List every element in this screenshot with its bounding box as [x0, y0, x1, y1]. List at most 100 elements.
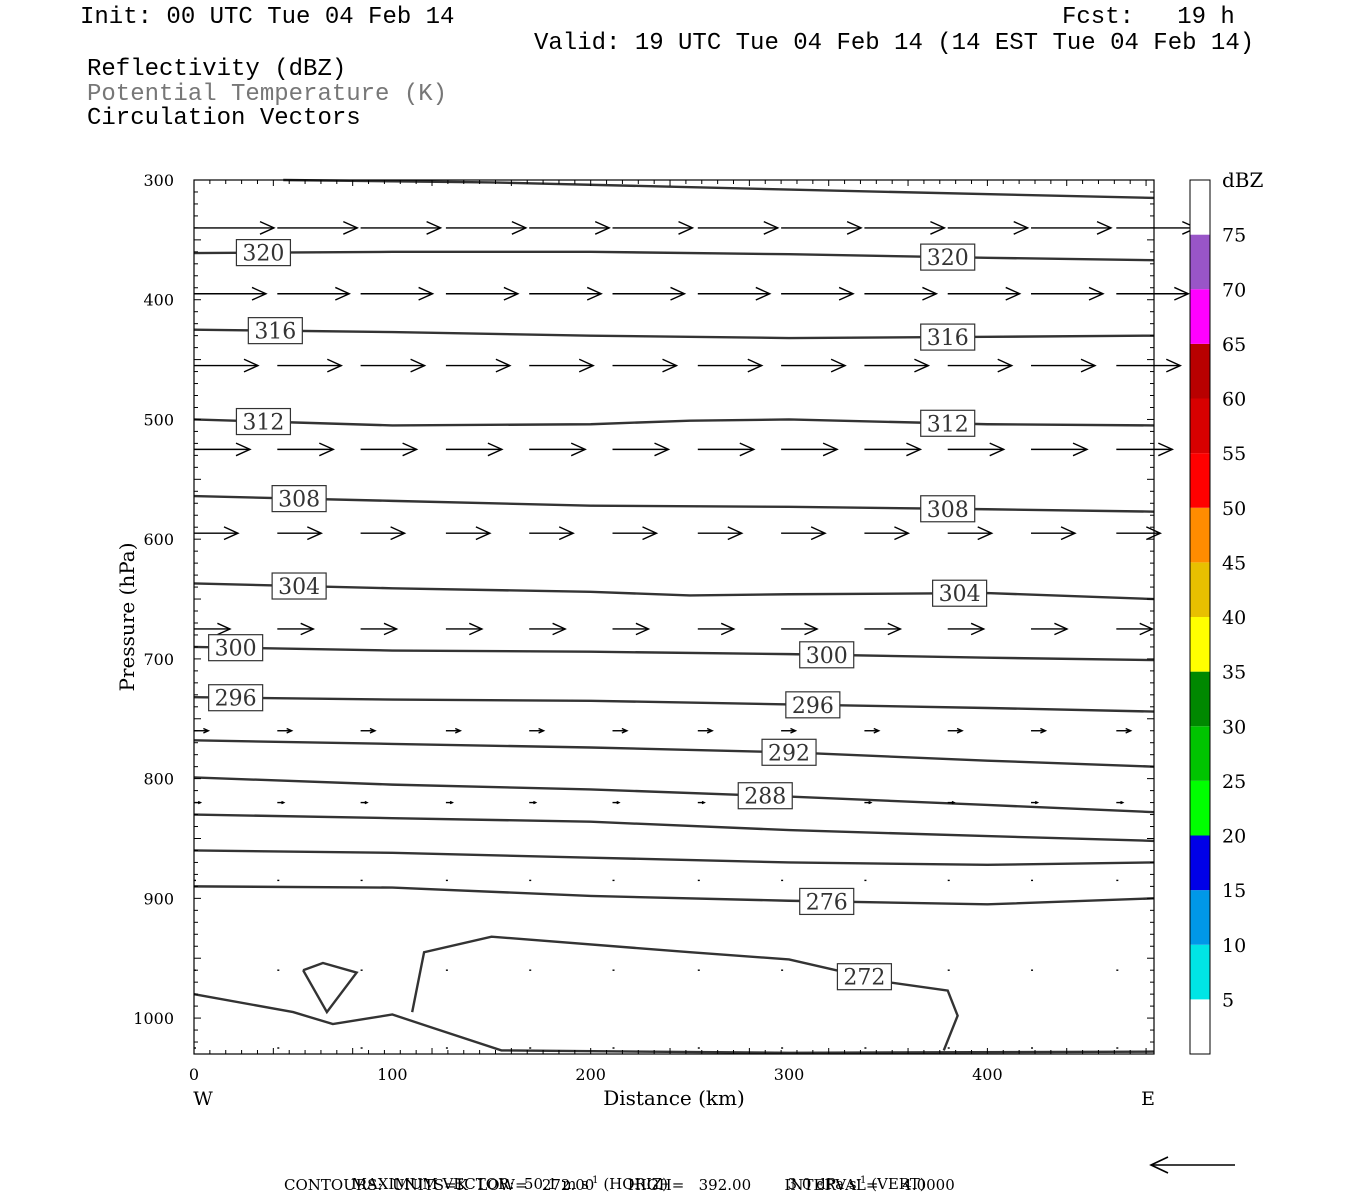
circulation-vector	[277, 622, 316, 636]
colorbar-label: 75	[1222, 225, 1246, 247]
x-tick-label: 200	[575, 1065, 606, 1084]
circulation-vector	[781, 358, 847, 373]
circulation-vector	[1031, 220, 1113, 235]
colorbar-swatch	[1190, 617, 1210, 672]
circulation-vector	[277, 727, 294, 734]
isentrope-label: 300	[208, 634, 264, 662]
colorbar-label: 25	[1222, 771, 1246, 793]
isentrope-label: 316	[247, 317, 303, 345]
isentrope-line	[193, 849, 1155, 867]
svg-text:308: 308	[927, 498, 969, 523]
init-time: Init: 00 UTC Tue 04 Feb 14	[80, 4, 455, 31]
circulation-vector	[697, 358, 764, 373]
contours-info: CONTOURS: UNITS=K LOW= 272.00 HIGH= 392.…	[284, 1176, 955, 1194]
svg-text:276: 276	[806, 890, 848, 915]
circulation-vector	[1031, 622, 1069, 636]
circulation-vector	[697, 286, 772, 301]
circulation-vector	[1031, 526, 1077, 541]
circulation-vector	[697, 442, 756, 457]
isentrope-layer	[193, 178, 1155, 1055]
colorbar-swatch	[1190, 398, 1210, 454]
colorbar-label: 70	[1222, 279, 1246, 301]
y-tick-label: 600	[143, 530, 174, 549]
isentrope-label: 320	[920, 243, 976, 271]
circulation-vector	[947, 622, 986, 636]
y-tick-label: 800	[143, 770, 174, 789]
circulation-vector	[612, 220, 695, 235]
circulation-vector	[445, 800, 455, 805]
circulation-vector	[529, 442, 587, 457]
circulation-vector	[360, 358, 427, 373]
isentrope-line	[193, 418, 1155, 427]
isentrope-line	[193, 813, 1155, 843]
x-axis-west-label: W	[193, 1088, 213, 1110]
svg-text:320: 320	[242, 242, 284, 267]
circulation-vector	[194, 220, 276, 235]
circulation-vector	[864, 800, 873, 805]
field-circulation-vectors: Circulation Vectors	[87, 105, 361, 132]
circulation-vector	[529, 220, 611, 235]
circulation-vector	[529, 358, 595, 373]
circulation-vector	[697, 622, 736, 636]
colorbar-label: 35	[1222, 662, 1246, 684]
y-tick-label: 700	[143, 650, 174, 669]
circulation-vector	[277, 800, 286, 805]
circulation-vector	[1116, 727, 1133, 734]
circulation-vector	[277, 526, 324, 541]
isentrope-label: 308	[271, 485, 327, 513]
circulation-vector	[529, 800, 538, 805]
circulation-vector	[360, 220, 443, 235]
circulation-vector	[781, 220, 863, 235]
circulation-vector	[1031, 358, 1097, 373]
circulation-vector	[612, 526, 659, 541]
y-tick-label: 500	[143, 410, 174, 429]
colorbar-swatch	[1190, 671, 1210, 727]
circulation-vector	[864, 727, 881, 734]
circulation-vector	[1116, 442, 1175, 457]
circulation-vector	[277, 358, 344, 373]
colorbar-label: 20	[1222, 826, 1246, 848]
field-potential-temperature: Potential Temperature (K)	[87, 81, 448, 108]
isentrope-line	[193, 739, 1155, 768]
circulation-vector	[529, 286, 603, 301]
circulation-vector	[194, 286, 268, 301]
circulation-vector	[697, 526, 744, 541]
circulation-vector	[1116, 526, 1163, 541]
isentrope-line	[193, 696, 1155, 713]
circulation-vector	[445, 358, 512, 373]
colorbar-label: 40	[1222, 607, 1246, 629]
circulation-vector	[194, 442, 252, 457]
circulation-vector	[1031, 800, 1040, 805]
svg-text:300: 300	[215, 637, 257, 662]
colorbar-unit: dBZ	[1222, 168, 1264, 192]
circulation-vector	[277, 442, 336, 457]
svg-text:296: 296	[792, 694, 834, 719]
isentrope-line	[193, 250, 1155, 262]
max-vector-vertical-text: 3.0 dPa s-1 (VERT)	[787, 1175, 926, 1193]
circulation-vector	[947, 286, 1022, 301]
isentrope-line	[193, 645, 1155, 662]
circulation-vector	[360, 622, 399, 636]
circulation-vector	[1116, 622, 1155, 636]
isentrope-label: 312	[235, 407, 292, 436]
isentrope-label: 276	[799, 887, 855, 915]
svg-text:308: 308	[278, 488, 320, 513]
circulation-vector	[1116, 800, 1125, 805]
isentrope-label: 296	[208, 684, 264, 712]
circulation-vector	[612, 622, 651, 636]
y-tick-label: 300	[143, 171, 174, 190]
colorbar-swatch	[1190, 180, 1210, 235]
colorbar-swatch	[1190, 289, 1210, 344]
axes-layer: 300 400 500 600 700 800 900 1000 0 100 200 300 400	[133, 171, 1154, 1084]
circulation-vector	[1116, 220, 1199, 235]
circulation-vector	[360, 442, 419, 457]
isentrope-label: 300	[799, 641, 855, 669]
isentrope-label: 316	[920, 323, 976, 351]
circulation-vector	[1031, 286, 1105, 301]
circulation-vector	[612, 442, 671, 457]
contour-label-layer: 320 320 316 316 312 312 308 308 304 304 300 300 296 2…	[208, 239, 988, 991]
circulation-vector	[781, 442, 839, 457]
circulation-vector	[445, 622, 484, 636]
circulation-vector	[864, 442, 923, 457]
